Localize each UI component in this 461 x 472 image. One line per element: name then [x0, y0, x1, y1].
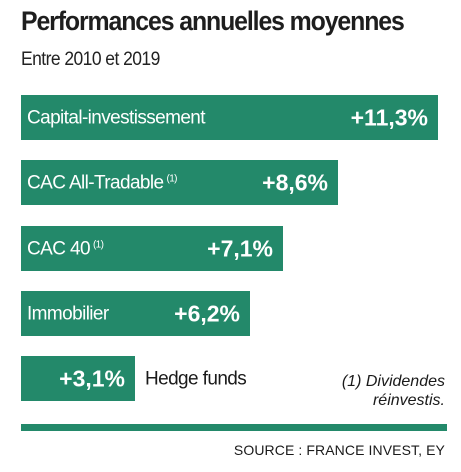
- footnote-line-2: réinvestis.: [372, 392, 445, 409]
- bar-category-label: Immobilier: [27, 304, 110, 325]
- bar-chart: +11,3% Capital-investissement +8,6% CAC All…: [21, 95, 438, 401]
- bar-value-label: +8,6%: [262, 170, 328, 196]
- footnote-line-1: (1) Dividendes: [341, 373, 445, 390]
- footnote: (1) Dividendes réinvestis.: [342, 372, 445, 410]
- source-credit: SOURCE : FRANCE INVEST, EY: [233, 442, 445, 458]
- bar-category-label: CAC 40 (1): [27, 239, 104, 260]
- bar-value-label: +7,1%: [207, 236, 273, 262]
- bottom-rule: [21, 424, 447, 431]
- bar-5: [21, 356, 135, 401]
- bar-2: [21, 160, 338, 205]
- bar-value-label: +6,2%: [174, 301, 240, 327]
- bar-category-label: Capital-investissement: [27, 108, 206, 129]
- chart-title: Performances annuelles moyennes: [21, 6, 405, 36]
- bar-4: [21, 291, 250, 336]
- bar-category-label: CAC All-Tradable (1): [27, 173, 177, 194]
- bar-1: [21, 95, 438, 140]
- bar-value-label: +11,3%: [351, 105, 428, 131]
- bar-3: [21, 226, 283, 271]
- chart-subtitle: Entre 2010 et 2019: [21, 49, 160, 70]
- bar-value-label: +3,1%: [59, 366, 125, 392]
- bar-category-label: Hedge funds: [145, 369, 246, 390]
